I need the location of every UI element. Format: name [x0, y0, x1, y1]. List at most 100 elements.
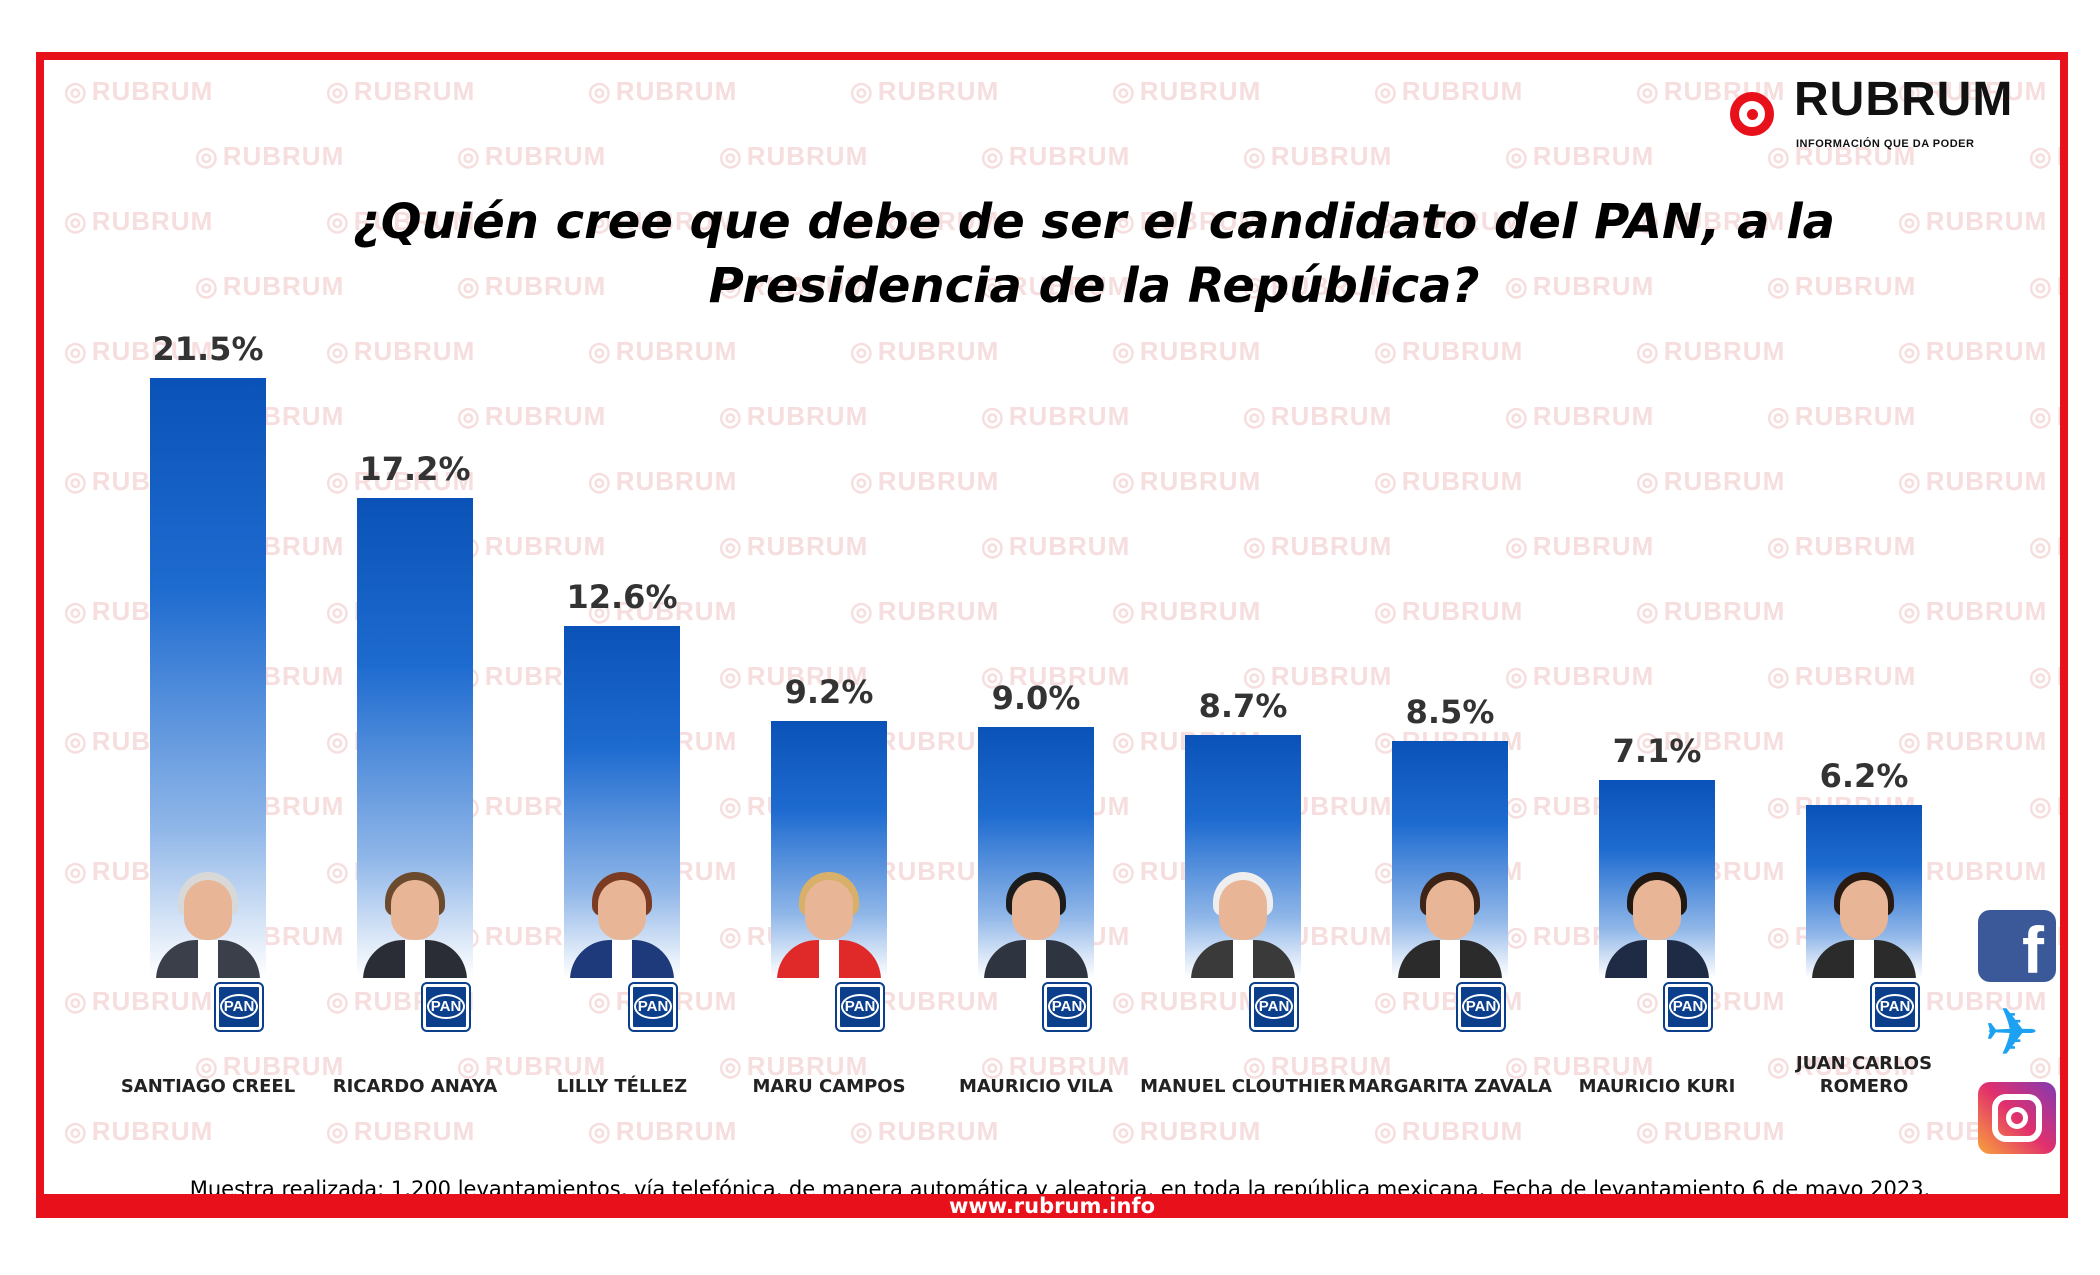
watermark-text: RUBRUM [1374, 596, 1523, 627]
watermark-text: RUBRUM [1112, 206, 1261, 237]
watermark-text: RUBRUM [1112, 986, 1261, 1017]
watermark-text: RUBRUM [2029, 531, 2060, 562]
watermark-text: RUBRUM [1505, 401, 1654, 432]
pan-logo-icon: PAN [1249, 982, 1299, 1032]
candidate-photo [1605, 866, 1709, 978]
watermark-text: RUBRUM [1636, 466, 1785, 497]
watermark-text: RUBRUM [1374, 206, 1523, 237]
watermark-text: RUBRUM [719, 401, 868, 432]
watermark-text: RUBRUM [588, 206, 737, 237]
watermark-text: RUBRUM [195, 141, 344, 172]
watermark-text: RUBRUM [1112, 336, 1261, 367]
watermark-text: RUBRUM [850, 336, 999, 367]
watermark-text: RUBRUM [1112, 76, 1261, 107]
facebook-icon[interactable] [1978, 910, 2056, 988]
candidate-photo [156, 866, 260, 978]
watermark-text: RUBRUM [850, 596, 999, 627]
watermark-text: RUBRUM [1767, 401, 1916, 432]
category-label: MARU CAMPOS [752, 1076, 906, 1097]
watermark-text: RUBRUM [981, 1051, 1130, 1082]
instagram-icon[interactable] [1978, 1082, 2056, 1154]
chart-frame: RUBRUM RUBRUM RUBRUM RUBRUM RUBRUM RUBRUM RUBR… [36, 52, 2068, 1214]
watermark-text: RUBRUM [1767, 661, 1916, 692]
watermark-text: RUBRUM [1505, 531, 1654, 562]
data-label: 9.0% [991, 678, 1081, 717]
logo-tagline: INFORMACIÓN QUE DA PODER [1796, 138, 1975, 150]
watermark-text: RUBRUM [1243, 401, 1392, 432]
watermark-text: RUBRUM [1636, 596, 1785, 627]
website-footer[interactable]: www.rubrum.info [36, 1194, 2068, 1218]
watermark-text: RUBRUM [981, 141, 1130, 172]
watermark-text: RUBRUM [1767, 271, 1916, 302]
watermark-text: RUBRUM [850, 206, 999, 237]
watermark-text: RUBRUM [719, 531, 868, 562]
watermark-text: RUBRUM [64, 1116, 213, 1147]
data-label: 6.2% [1819, 756, 1909, 795]
pan-logo-icon: PAN [214, 982, 264, 1032]
pan-logo-icon: PAN [1456, 982, 1506, 1032]
watermark-text: RUBRUM [1112, 466, 1261, 497]
watermark-text: RUBRUM [326, 206, 475, 237]
category-label: MAURICIO KURI [1578, 1076, 1736, 1097]
watermark-text: RUBRUM [457, 531, 606, 562]
watermark-text: RUBRUM [2029, 661, 2060, 692]
candidate-photo [363, 866, 467, 978]
watermark-text: RUBRUM [457, 401, 606, 432]
watermark-text: RUBRUM [64, 206, 213, 237]
watermark-text: RUBRUM [326, 466, 475, 497]
watermark-text: RUBRUM [1243, 531, 1392, 562]
watermark-text: RUBRUM [1767, 141, 1916, 172]
watermark-text: RUBRUM [719, 271, 868, 302]
chart-title: ¿Quién cree que debe de ser el candidato… [352, 194, 1836, 314]
watermark-text: RUBRUM [588, 596, 737, 627]
watermark-text: RUBRUM [64, 336, 213, 367]
data-label: 9.2% [784, 673, 874, 712]
data-label: 21.5% [152, 330, 264, 368]
watermark-text: RUBRUM [1636, 1116, 1785, 1147]
watermark-text: RUBRUM [1243, 271, 1392, 302]
watermark-text: RUBRUM [1898, 206, 2047, 237]
watermark-text: RUBRUM [1898, 466, 2047, 497]
data-label: 12.6% [566, 578, 678, 617]
watermark-text: RUBRUM [850, 466, 999, 497]
category-label: MARGARITA ZAVALA [1348, 1076, 1552, 1097]
watermark-text: RUBRUM [1243, 141, 1392, 172]
watermark-text: RUBRUM [1505, 1051, 1654, 1082]
watermark-text: RUBRUM [588, 336, 737, 367]
watermark-text: RUBRUM [1767, 1051, 1916, 1082]
candidate-photo [1191, 866, 1295, 978]
watermark-text: RUBRUM [457, 141, 606, 172]
watermark-text: RUBRUM [1374, 76, 1523, 107]
rubrum-logo-ring [1730, 92, 1774, 136]
watermark-text: RUBRUM [850, 76, 999, 107]
watermark-text: RUBRUM [1505, 271, 1654, 302]
watermark-text: RUBRUM [1112, 596, 1261, 627]
watermark-text: RUBRUM [1243, 661, 1392, 692]
watermark-text: RUBRUM [1767, 531, 1916, 562]
watermark-text: RUBRUM [457, 1051, 606, 1082]
data-label: 17.2% [359, 450, 471, 488]
twitter-icon[interactable] [1978, 994, 2056, 1071]
watermark-text: RUBRUM [719, 1051, 868, 1082]
watermark-text: RUBRUM [850, 1116, 999, 1147]
watermark-text: RUBRUM [1898, 856, 2047, 887]
watermark-text: RUBRUM [2029, 401, 2060, 432]
pan-logo-icon: PAN [835, 982, 885, 1032]
category-label: SANTIAGO CREEL [120, 1076, 296, 1097]
watermark-text: RUBRUM [1898, 76, 2047, 107]
watermark-text: RUBRUM [1505, 141, 1654, 172]
candidate-photo [984, 866, 1088, 978]
watermark-text: RUBRUM [981, 531, 1130, 562]
watermark-text: RUBRUM [64, 986, 213, 1017]
watermark-text: RUBRUM [588, 466, 737, 497]
category-label: MANUEL CLOUTHIER [1140, 1076, 1346, 1097]
watermark-text: RUBRUM [326, 76, 475, 107]
category-label: LILLY TÉLLEZ [556, 1076, 688, 1097]
bar-chart: 21.5% PAN SANTIAGO CREEL 17.2% PAN RICARDO AN… [44, 60, 2060, 1206]
candidate-photo [1812, 866, 1916, 978]
category-label: RICARDO ANAYA [332, 1076, 498, 1097]
pan-logo-icon: PAN [1042, 982, 1092, 1032]
watermark-text: RUBRUM [195, 271, 344, 302]
watermark-text: RUBRUM [1505, 661, 1654, 692]
watermark-text: RUBRUM [2029, 1051, 2060, 1082]
